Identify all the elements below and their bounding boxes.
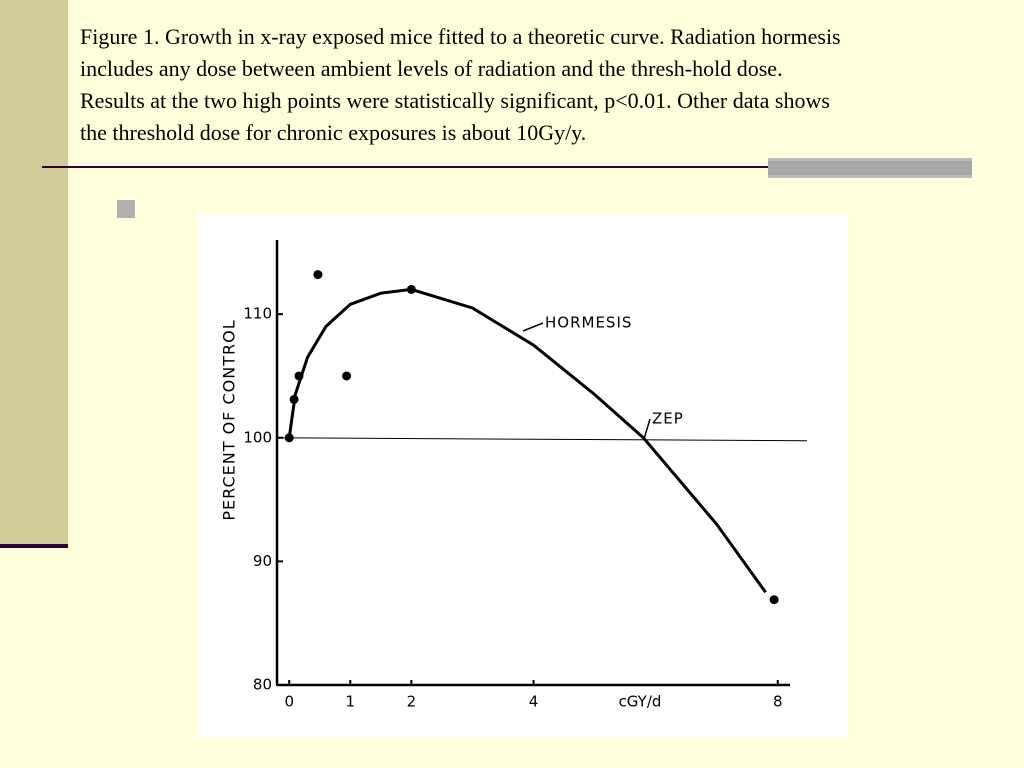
chart-background bbox=[197, 213, 848, 737]
rule bbox=[42, 166, 972, 168]
side-bar bbox=[0, 0, 68, 545]
grey-bar bbox=[768, 158, 972, 178]
caption-line: Figure 1. Growth in x-ray exposed mice f… bbox=[80, 24, 841, 49]
x-tick-label: 4 bbox=[529, 693, 539, 711]
data-point bbox=[294, 371, 304, 381]
data-point bbox=[284, 433, 294, 443]
annotation: HORMESIS bbox=[545, 314, 632, 332]
data-point bbox=[342, 371, 352, 381]
x-axis-label: cGY/d bbox=[619, 693, 662, 711]
y-axis-label: PERCENT OF CONTROL bbox=[220, 319, 239, 520]
annotation-arrow bbox=[522, 322, 544, 332]
chart: PERCENT OF CONTROL cGY/d 80 90 100 110 0 1 2 4 8… bbox=[197, 213, 848, 737]
reference-line bbox=[276, 437, 808, 442]
x-tick-label: 1 bbox=[346, 693, 356, 711]
annotation: ZEP bbox=[652, 410, 684, 428]
x-tick-label: 0 bbox=[284, 693, 294, 711]
y-tick-label: 100 bbox=[243, 428, 272, 446]
data-point bbox=[289, 394, 299, 404]
y-tick-label: 90 bbox=[253, 552, 272, 570]
data-point bbox=[313, 270, 323, 280]
y-tick-label: 80 bbox=[253, 676, 272, 694]
caption-line: the threshold dose for chronic exposures… bbox=[80, 120, 587, 145]
bullet bbox=[117, 200, 135, 218]
x-tick-label: 2 bbox=[407, 693, 417, 711]
data-point bbox=[406, 284, 416, 294]
caption-line: Results at the two high points were stat… bbox=[80, 88, 830, 113]
y-tick-label: 110 bbox=[243, 305, 272, 323]
side-bar-line bbox=[0, 544, 68, 548]
caption-line: includes any dose between ambient levels… bbox=[80, 56, 783, 81]
annotation-arrow bbox=[643, 418, 651, 440]
data-point bbox=[769, 595, 779, 605]
x-tick-label: 8 bbox=[773, 693, 783, 711]
